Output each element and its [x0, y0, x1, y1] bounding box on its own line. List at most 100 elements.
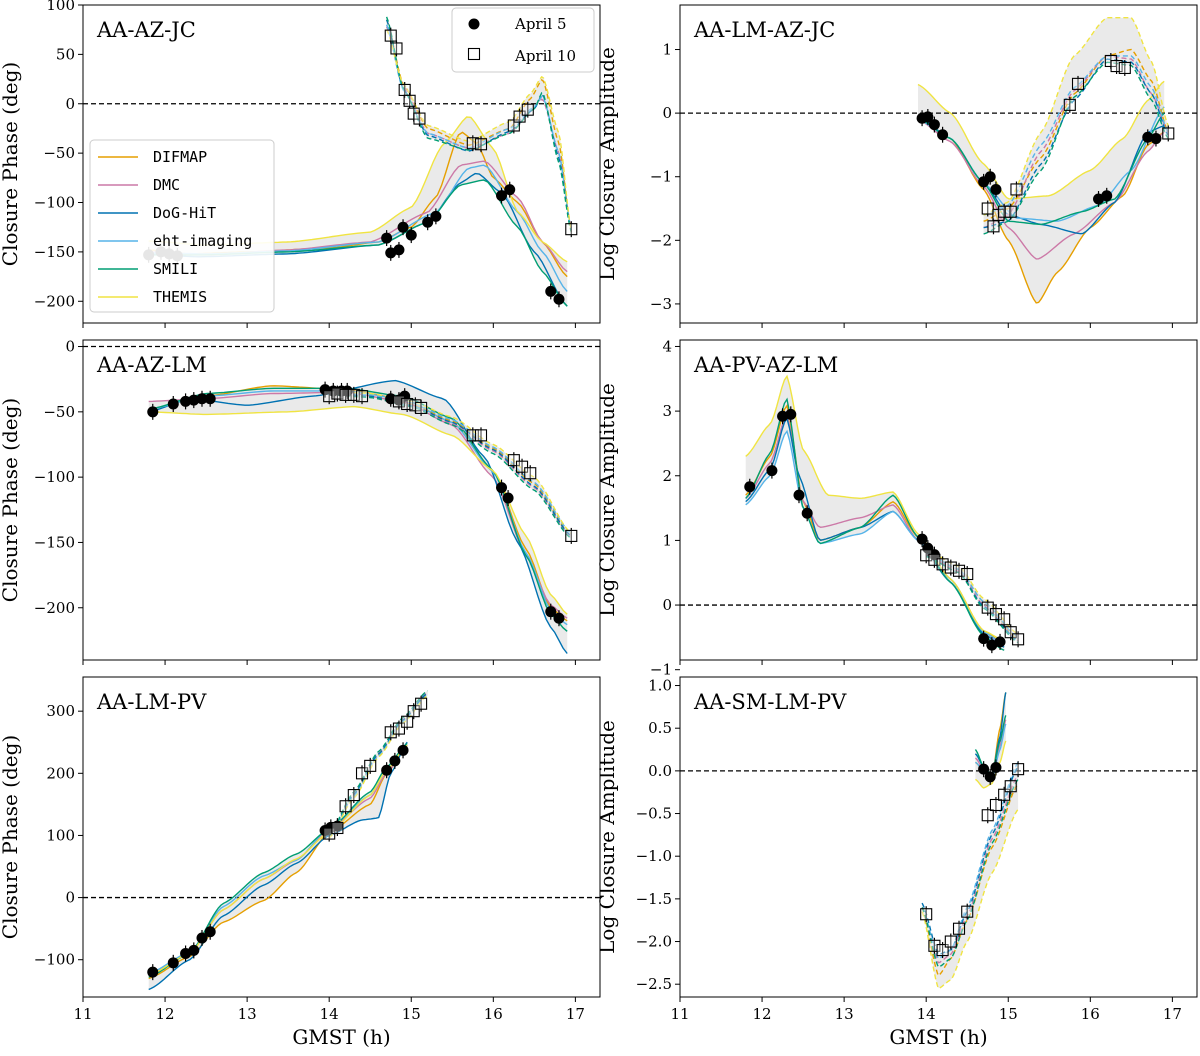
- model-curve-themis-solid: [745, 374, 1005, 642]
- model-curve-dmc-solid: [745, 413, 1005, 646]
- legend-label-eht-imaging: eht-imaging: [153, 232, 252, 250]
- data-point-april5: [545, 606, 557, 618]
- data-point-april10: [407, 705, 420, 718]
- model-curve-themis-dashed: [329, 390, 572, 534]
- legend-april5-label: April 5: [514, 15, 567, 33]
- data-point-april5: [916, 533, 928, 545]
- data-point-april5: [990, 761, 1002, 773]
- model-curve-eht-imaging-dashed: [983, 55, 1169, 216]
- data-point-april10: [1004, 205, 1017, 218]
- model-curve-themis-dashed: [921, 808, 1019, 990]
- data-point-april10: [415, 401, 428, 414]
- model-curve-dmc-dashed: [385, 26, 572, 228]
- data-point-april5: [504, 184, 516, 196]
- x-tick-label: 12: [156, 1005, 175, 1023]
- legend-label-smili: SMILI: [153, 260, 198, 278]
- plot-area: [680, 692, 1197, 990]
- y-tick-label: 4: [662, 337, 672, 355]
- data-point-april5: [994, 636, 1006, 648]
- model-curve-dmc-solid: [917, 118, 1165, 260]
- data-point-april10: [355, 767, 369, 780]
- panel-title: AA-AZ-LM: [96, 353, 207, 377]
- axes-frame: [82, 339, 601, 661]
- envelope-band-solid: [148, 116, 568, 307]
- data-point-april5: [381, 764, 393, 776]
- model-curve-smili-dashed: [329, 394, 572, 540]
- y-tick-label: 0.5: [648, 719, 672, 737]
- data-point-april10: [331, 387, 344, 400]
- data-point-april10: [331, 821, 344, 835]
- data-point-april10: [998, 613, 1011, 626]
- data-point-april10: [355, 390, 369, 403]
- data-point-april10: [339, 388, 352, 401]
- legend-april10-label: April 10: [514, 47, 576, 65]
- y-tick-label: −2: [650, 231, 672, 249]
- data-point-april10: [347, 388, 360, 401]
- panel-title: AA-AZ-JC: [96, 18, 196, 42]
- data-point-april10: [401, 715, 414, 728]
- data-point-april5: [397, 221, 409, 233]
- data-point-april5: [167, 957, 179, 969]
- legend-april5-marker: [468, 18, 480, 30]
- envelope-band-dashed: [983, 17, 1169, 235]
- plot-area: [83, 345, 600, 654]
- data-point-april10: [513, 110, 526, 123]
- data-point-april10: [998, 205, 1011, 218]
- model-curve-smili-solid: [148, 742, 408, 978]
- data-point-april5: [196, 393, 208, 405]
- y-tick-label: −100: [34, 194, 75, 212]
- data-point-april5: [341, 385, 353, 397]
- data-point-april5: [744, 481, 756, 493]
- model-curve-eht-imaging-dashed: [925, 552, 1019, 639]
- data-point-april5: [196, 932, 208, 944]
- x-tick-label: 17: [566, 1005, 585, 1023]
- data-point-april5: [922, 111, 934, 123]
- legend-april10-marker: [467, 47, 481, 61]
- data-point-april10: [1063, 98, 1076, 111]
- data-point-april5: [496, 190, 508, 202]
- model-curve-eht-imaging-dashed: [385, 24, 572, 229]
- y-tick-label: 0: [65, 338, 75, 356]
- data-point-april5: [801, 507, 813, 519]
- data-point-april10: [961, 567, 974, 581]
- x-tick-label: 11: [73, 1005, 92, 1023]
- data-point-april10: [1004, 780, 1017, 793]
- y-tick-label: 0.0: [648, 762, 672, 780]
- data-point-april10: [515, 460, 529, 473]
- model-curve-difmap-dashed: [385, 19, 572, 233]
- panel-p1: 1 0 −1 −2 −3 AA-LM-AZ-JC Log Closure Amplitude: [595, 4, 1198, 328]
- data-point-april10: [1004, 626, 1017, 639]
- data-point-april5: [422, 216, 434, 228]
- model-curve-themis-dashed: [926, 549, 1019, 635]
- data-point-april5: [984, 171, 996, 183]
- data-point-april5: [1101, 190, 1113, 202]
- y-tick-label: −1.0: [636, 847, 672, 865]
- x-tick-label: 15: [999, 1005, 1018, 1023]
- panel-title: AA-LM-AZ-JC: [693, 18, 835, 42]
- panel-title: AA-PV-AZ-LM: [693, 353, 838, 377]
- data-point-april5: [147, 966, 159, 978]
- data-point-april5: [978, 633, 990, 645]
- data-point-april5: [167, 398, 179, 410]
- panel-title: AA-LM-PV: [96, 690, 207, 714]
- model-curve-difmap-solid: [148, 744, 408, 980]
- data-point-april5: [1142, 131, 1154, 143]
- model-curve-dog-hit-dashed: [983, 58, 1169, 229]
- data-point-april5: [389, 755, 401, 767]
- data-point-april10: [961, 905, 974, 918]
- y-tick-label: 100: [46, 826, 75, 844]
- data-point-april5: [777, 410, 789, 422]
- data-point-april10: [413, 112, 426, 125]
- plot-area: [83, 690, 600, 991]
- model-curve-smili-solid: [917, 112, 1165, 226]
- axes-frame: [679, 4, 1198, 324]
- x-tick-label: 14: [917, 1005, 936, 1023]
- data-point-april5: [397, 744, 409, 756]
- y-tick-label: 0: [662, 104, 672, 122]
- panel-p3: 4 3 2 1 0 −1 AA-PV-AZ-LM Log Closure Amplitude: [595, 337, 1198, 679]
- model-curve-eht-imaging-solid: [148, 744, 408, 975]
- data-point-april10: [944, 935, 957, 948]
- y-tick-label: −3: [650, 295, 672, 313]
- model-curve-dmc-solid: [148, 744, 408, 976]
- data-point-april5: [430, 210, 442, 222]
